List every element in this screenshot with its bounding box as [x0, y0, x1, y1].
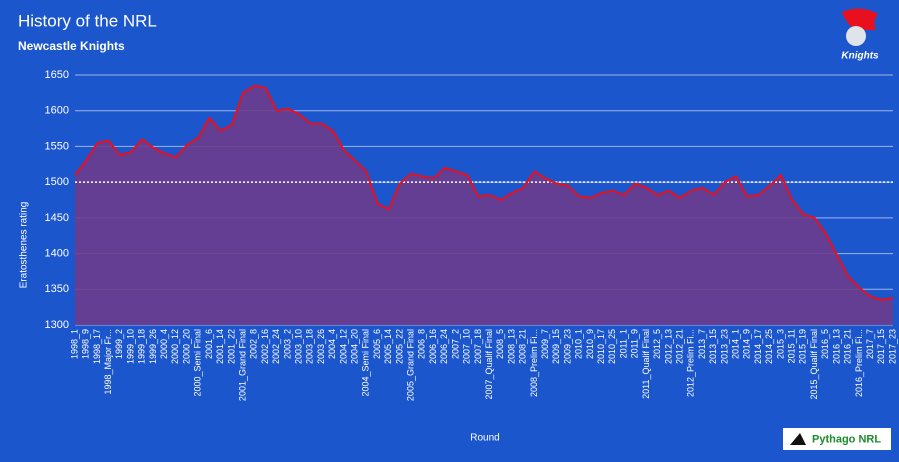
- y-tick-label: 1500: [45, 176, 69, 188]
- logo-text: Knights: [841, 51, 879, 62]
- x-tick-label: 2004_12: [338, 329, 348, 364]
- x-tick-label: 2012_Prelim Fi...: [686, 329, 696, 397]
- x-tick-label: 2014_25: [764, 329, 774, 364]
- x-tick-label: 2007_Qualif Final: [484, 329, 494, 400]
- x-tick-label: 2003_10: [293, 329, 303, 364]
- x-tick-label: 2002_8: [249, 329, 259, 359]
- x-tick-label: 2015_11: [787, 329, 797, 363]
- x-tick-label: 2002_24: [271, 329, 281, 364]
- brand-icon: [790, 433, 806, 445]
- x-tick-label: 2012_21: [674, 329, 684, 364]
- x-tick-label: 2017_23: [887, 329, 897, 364]
- y-tick-label: 1350: [45, 283, 69, 295]
- y-axis-label: Eratosthenes rating: [19, 202, 30, 289]
- x-tick-label: 2011_1: [618, 329, 628, 358]
- x-tick-label: 1999_18: [137, 329, 147, 364]
- x-tick-label: 2012_13: [663, 329, 673, 364]
- logo-plume: [842, 8, 878, 30]
- x-tick-label: 2012_5: [652, 329, 662, 359]
- brand-box: [783, 428, 891, 450]
- x-tick-label: 1999_26: [148, 329, 158, 364]
- x-tick-label: 2013_7: [697, 329, 707, 359]
- x-tick-label: 2004_4: [327, 329, 337, 359]
- x-tick-label: 2013_23: [719, 329, 729, 364]
- x-tick-label: 2004_20: [350, 329, 360, 364]
- x-tick-label: 1999_10: [125, 329, 135, 364]
- x-tick-label: 2005_6: [372, 329, 382, 359]
- x-tick-label: 2016_5: [820, 329, 830, 359]
- x-tick-label: 2014_1: [730, 329, 740, 359]
- x-tick-label: 2003_2: [282, 329, 292, 359]
- y-tick-label: 1450: [45, 212, 69, 224]
- x-tick-label: 2006_8: [417, 329, 427, 359]
- x-tick-label: 2009_23: [562, 329, 572, 364]
- x-tick-label: 2015_Qualif Final: [809, 329, 819, 400]
- x-tick-label: 2015_19: [798, 329, 808, 364]
- x-tick-label: 2006_16: [428, 329, 438, 364]
- x-tick-label: 2010_1: [574, 329, 584, 359]
- brand-badge: Pythago NRL: [783, 428, 891, 450]
- x-tick-label: 2004_Semi Final: [361, 329, 371, 397]
- x-tick-label: 1999_2: [114, 329, 124, 359]
- x-tick-label: 2009_15: [551, 329, 561, 364]
- x-tick-label: 2001_22: [226, 329, 236, 364]
- x-tick-label: 2007_2: [450, 329, 460, 359]
- x-tick-label: 2014_9: [742, 329, 752, 359]
- x-tick-label: 2011_9: [630, 329, 640, 358]
- y-tick-label: 1650: [45, 69, 69, 81]
- x-tick-label: 2013_15: [708, 329, 718, 364]
- logo: Knights: [841, 8, 879, 62]
- y-tick-label: 1300: [45, 319, 69, 331]
- x-tick-label: 2017_7: [865, 329, 875, 359]
- x-tick-label: 2000_4: [159, 329, 169, 359]
- x-tick-label: 2011_Qualif Final: [641, 329, 651, 399]
- x-tick-label: 2000_12: [170, 329, 180, 364]
- x-tick-label: 1998_Major Fr...: [103, 329, 113, 395]
- x-tick-label: 1998_9: [81, 329, 91, 359]
- x-tick-label: 2008_Prelim Fi...: [529, 329, 539, 397]
- x-tick-label: 2008_5: [495, 329, 505, 359]
- chart-title: History of the NRL: [18, 11, 157, 30]
- x-tick-label: 2008_13: [506, 329, 516, 364]
- x-tick-label: 2016_Prelim Fi...: [854, 329, 864, 397]
- x-tick-label: 2002_16: [260, 329, 270, 364]
- x-tick-label: 2008_21: [518, 329, 528, 364]
- x-tick-label: 2003_18: [305, 329, 315, 364]
- x-tick-label: 2016_13: [831, 329, 841, 364]
- area-fill: [75, 85, 893, 325]
- x-tick-label: 2005_22: [394, 329, 404, 364]
- x-tick-label: 2010_17: [596, 329, 606, 364]
- x-axis-label: Round: [470, 433, 499, 444]
- x-tick-label: 2010_25: [607, 329, 617, 364]
- x-tick-label: 2005_Grand Final: [406, 329, 416, 401]
- chart-subtitle: Newcastle Knights: [18, 39, 125, 53]
- x-tick-label: 2001_6: [204, 329, 214, 359]
- logo-helmet: [846, 26, 866, 46]
- x-tick-label: 2000_Semi Final: [193, 329, 203, 397]
- x-tick-label: 2001_14: [215, 329, 225, 364]
- x-tick-label: 2005_14: [383, 329, 393, 364]
- y-tick-label: 1400: [45, 247, 69, 259]
- rating-line: [74, 84, 894, 301]
- x-tick-label: 2017_15: [876, 329, 886, 364]
- x-tick-label: 2007_10: [462, 329, 472, 364]
- x-tick-label: 2016_21: [843, 329, 853, 364]
- x-tick-label: 1998_1: [69, 329, 79, 359]
- x-tick-label: 2000_20: [181, 329, 191, 364]
- brand-text: Pythago NRL: [812, 433, 881, 445]
- x-tick-label: 2010_9: [585, 329, 595, 359]
- x-tick-label: 2014_17: [753, 329, 763, 364]
- y-tick-label: 1550: [45, 140, 69, 152]
- x-tick-label: 2009_7: [540, 329, 550, 359]
- x-tick-label: 1998_17: [92, 329, 102, 364]
- x-tick-label: 2006_24: [439, 329, 449, 364]
- y-tick-label: 1600: [45, 105, 69, 117]
- x-tick-label: 2003_26: [316, 329, 326, 364]
- x-tick-label: 2001_Grand Final: [237, 329, 247, 401]
- x-tick-label: 2007_18: [473, 329, 483, 364]
- x-tick-label: 2015_3: [775, 329, 785, 359]
